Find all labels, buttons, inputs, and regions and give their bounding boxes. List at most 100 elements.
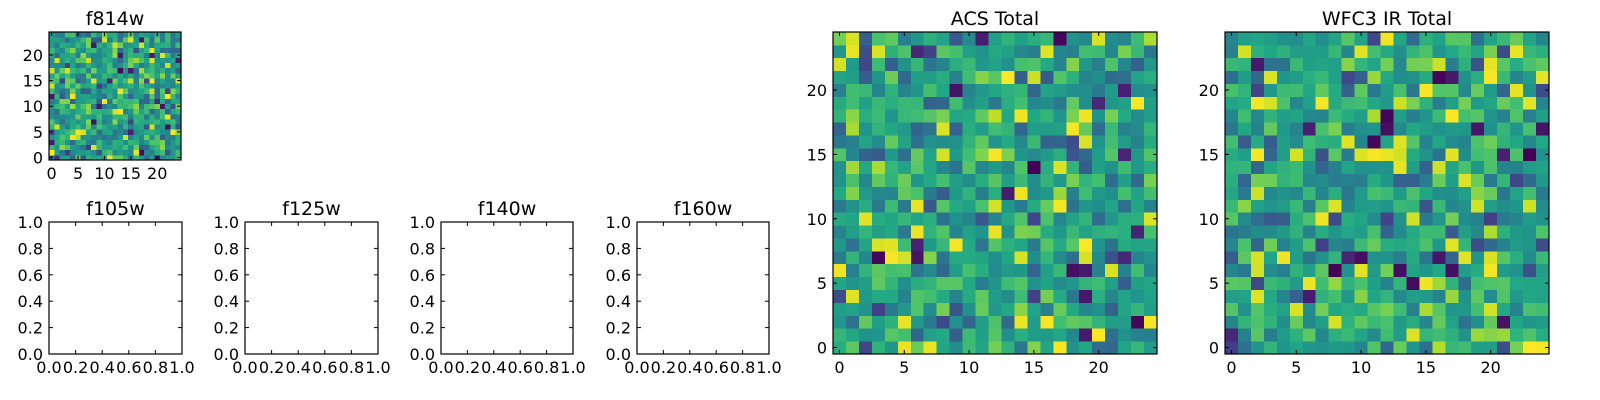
heatmap-cell	[1053, 212, 1067, 226]
heatmap-cell	[85, 42, 92, 48]
heatmap-cell	[1484, 70, 1498, 84]
y-tick-label: 0.4	[18, 292, 43, 311]
heatmap-cell	[80, 83, 87, 89]
heatmap-cell	[1354, 328, 1368, 342]
heatmap-cell	[871, 173, 886, 187]
heatmap-cell	[910, 186, 925, 200]
heatmap-cell	[144, 129, 150, 135]
heatmap-cell	[59, 119, 66, 125]
chart-title: ACS Total	[951, 8, 1039, 30]
heatmap-cell	[1380, 122, 1394, 136]
heatmap-cell	[138, 52, 145, 58]
heatmap-cell	[1144, 83, 1158, 97]
heatmap-cell	[871, 160, 886, 175]
heatmap-cell	[897, 160, 912, 175]
x-tick-label: 15	[1024, 358, 1044, 377]
heatmap-cell	[897, 173, 912, 187]
heatmap-cell	[1315, 83, 1330, 97]
heatmap-cell	[1263, 96, 1278, 110]
heatmap-cell	[117, 139, 124, 146]
heatmap-cell	[85, 47, 92, 53]
heatmap-cell	[1367, 32, 1381, 46]
heatmap-cell	[175, 42, 182, 48]
heatmap-cell	[897, 96, 912, 110]
heatmap-cell	[165, 47, 171, 53]
heatmap-cell	[1001, 173, 1015, 187]
heatmap-cell	[936, 122, 951, 136]
heatmap-cell	[112, 37, 119, 43]
x-tick-label: 0.4	[677, 358, 702, 377]
heatmap-cell	[54, 144, 60, 151]
heatmap-cell	[1406, 328, 1420, 342]
x-tick-label: 0.2	[455, 358, 480, 377]
heatmap-cell	[107, 32, 113, 38]
heatmap-cell	[1419, 263, 1433, 278]
heatmap-cell	[1001, 32, 1015, 46]
heatmap-cell	[988, 212, 1002, 226]
heatmap-cell	[128, 129, 134, 135]
heatmap-cell	[1066, 135, 1080, 149]
heatmap-cell	[1445, 109, 1459, 123]
heatmap-cell	[1315, 44, 1330, 59]
heatmap-cell	[858, 199, 873, 213]
heatmap-cell	[170, 98, 177, 105]
heatmap-cell	[133, 93, 140, 99]
heatmap-cell	[871, 250, 886, 265]
heatmap-cell	[1484, 289, 1498, 303]
heatmap-cell	[949, 83, 963, 97]
heatmap-cells	[49, 32, 182, 161]
heatmap-cell	[1250, 57, 1265, 72]
heatmap-cell	[112, 72, 119, 79]
heatmap-cell	[59, 37, 66, 43]
heatmap-cell	[923, 225, 938, 239]
heatmap-cell	[59, 129, 66, 135]
heatmap-cell	[101, 134, 108, 140]
heatmap-cell	[128, 42, 134, 48]
heatmap-cell	[1523, 199, 1537, 213]
heatmap-cell	[59, 113, 66, 120]
heatmap-cell	[64, 103, 71, 110]
heatmap-cell	[962, 238, 976, 252]
heatmap-cell	[1276, 199, 1291, 213]
heatmap-cell	[1315, 238, 1330, 252]
heatmap-cell	[1014, 32, 1028, 46]
heatmap-cell	[1053, 328, 1067, 342]
y-tick-label: 5	[817, 274, 827, 293]
heatmap-cell	[1250, 250, 1265, 265]
heatmap-cell	[845, 199, 860, 213]
heatmap-cell	[988, 173, 1002, 187]
heatmap-cell	[1523, 147, 1537, 162]
heatmap-cell	[80, 88, 87, 94]
heatmap-cell	[75, 103, 82, 110]
heatmap-cell	[170, 67, 177, 74]
heatmap-cell	[1105, 212, 1119, 226]
heatmap-cell	[1263, 225, 1278, 239]
heatmap-cell	[1432, 135, 1446, 149]
heatmap-cell	[64, 52, 71, 58]
heatmap-cell	[133, 83, 140, 89]
heatmap-cell	[170, 32, 177, 38]
heatmap-cell	[49, 124, 55, 130]
heatmap-cell	[1092, 225, 1106, 239]
heatmap-cell	[1118, 57, 1132, 72]
panel-f125w: 0.0 0.2 0.4 0.6 0.8 1.00.00.20.40.60.81.0f125…	[214, 198, 391, 377]
heatmap-cell	[122, 108, 129, 115]
heatmap-cell	[1131, 96, 1145, 110]
heatmap-cell	[85, 134, 92, 140]
heatmap-cell	[1328, 225, 1343, 239]
heatmap-cell	[1237, 199, 1252, 213]
heatmap-cell	[962, 32, 976, 46]
heatmap-cell	[871, 302, 886, 316]
heatmap-cell	[1471, 212, 1485, 226]
y-tick-label: 1.0	[606, 213, 631, 232]
heatmap-cell	[85, 62, 92, 69]
heatmap-cell	[962, 250, 976, 265]
heatmap-cell	[1523, 70, 1537, 84]
heatmap-cell	[936, 57, 951, 72]
heatmap-cell	[897, 57, 912, 72]
heatmap-cell	[1393, 135, 1407, 149]
heatmap-cell	[1419, 186, 1433, 200]
heatmap-cell	[70, 32, 76, 38]
chart-title: f814w	[86, 8, 145, 30]
heatmap-cell	[1092, 328, 1106, 342]
